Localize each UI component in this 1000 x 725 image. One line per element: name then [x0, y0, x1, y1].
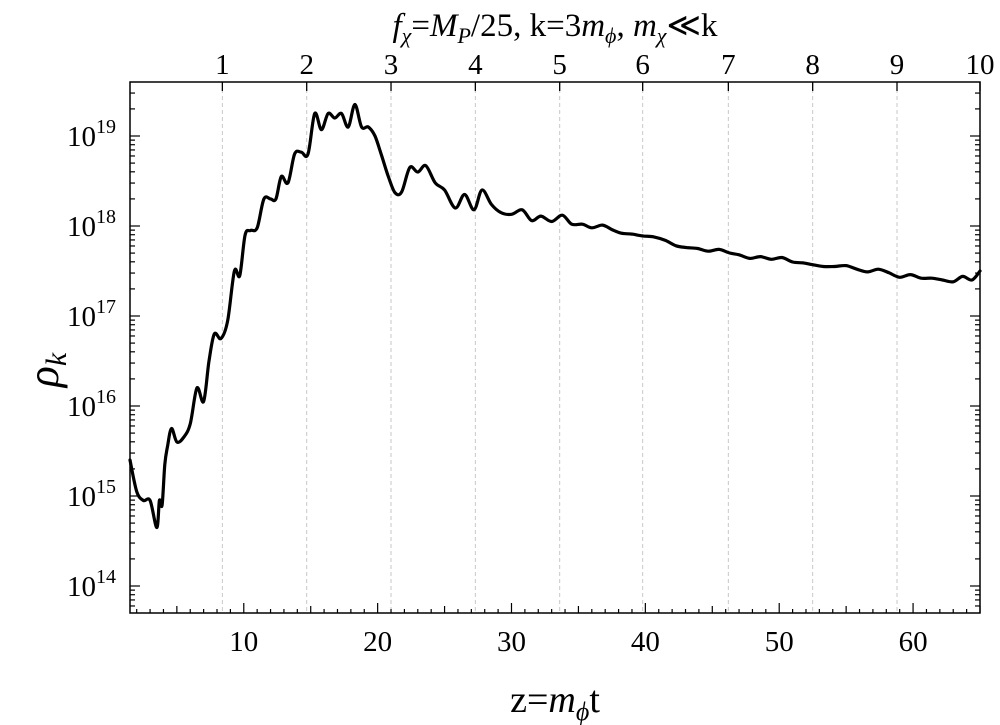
x-axis-label: z=mϕt — [510, 679, 600, 725]
chart-title: fχ=MP/25, k=3mϕ, mχ≪k — [392, 8, 718, 48]
top-tick-label: 7 — [721, 49, 736, 81]
series-line-rho-k — [128, 102, 982, 530]
x-tick-label: 10 — [229, 626, 258, 658]
y-tick-label: 1015 — [67, 476, 116, 513]
x-tick-label: 50 — [765, 626, 794, 658]
plot-frame — [129, 81, 981, 614]
y-tick-label: 1019 — [67, 116, 116, 153]
y-axis-label: ρk — [19, 352, 73, 389]
top-tick-label: 2 — [299, 49, 314, 81]
top-tick-label: 6 — [635, 49, 650, 81]
vertical-grid — [221, 82, 898, 613]
y-tick-label: 1014 — [67, 566, 116, 603]
top-tick-label: 4 — [468, 49, 483, 81]
y-tick-label: 1016 — [67, 386, 116, 423]
x-tick-label: 60 — [899, 626, 928, 658]
x-tick-label: 30 — [497, 626, 526, 658]
y-tick-label: 1017 — [67, 296, 116, 333]
y-tick-label: 1018 — [67, 206, 116, 243]
top-tick-label: 5 — [552, 49, 567, 81]
axis-ticks: 1 2 3 4 5 6 7 8 9 10 10 20 30 40 50 60 1014 1015 1016 1017 1… — [67, 49, 995, 658]
top-tick-label: 8 — [805, 49, 820, 81]
top-tick-label: 10 — [966, 49, 995, 81]
x-tick-label: 40 — [631, 626, 660, 658]
top-tick-label: 9 — [890, 49, 905, 81]
top-tick-label: 3 — [384, 49, 399, 81]
top-tick-label: 1 — [215, 49, 230, 81]
x-tick-label: 20 — [363, 626, 392, 658]
